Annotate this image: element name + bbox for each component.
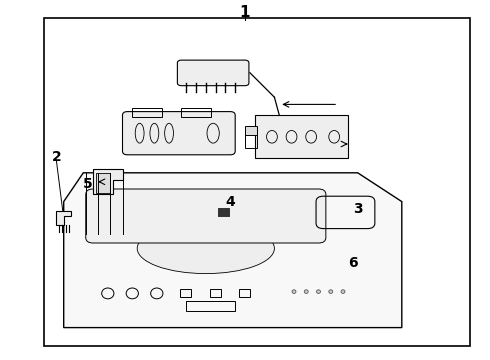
FancyBboxPatch shape — [255, 115, 348, 158]
Ellipse shape — [304, 290, 308, 293]
FancyBboxPatch shape — [122, 112, 235, 155]
Ellipse shape — [341, 290, 345, 293]
Bar — [44, 18, 470, 346]
Text: 3: 3 — [353, 202, 363, 216]
Text: 5: 5 — [83, 177, 93, 190]
Text: 6: 6 — [348, 256, 358, 270]
FancyBboxPatch shape — [177, 60, 249, 86]
Polygon shape — [64, 173, 402, 328]
Ellipse shape — [329, 290, 333, 293]
Text: 1: 1 — [240, 5, 250, 20]
FancyBboxPatch shape — [96, 173, 110, 193]
Ellipse shape — [317, 290, 320, 293]
Text: 2: 2 — [51, 150, 61, 163]
FancyBboxPatch shape — [245, 126, 257, 135]
FancyBboxPatch shape — [86, 189, 326, 243]
Polygon shape — [93, 169, 122, 194]
Polygon shape — [56, 211, 71, 225]
Ellipse shape — [137, 223, 274, 274]
Ellipse shape — [292, 290, 296, 293]
Text: 4: 4 — [225, 195, 235, 208]
FancyBboxPatch shape — [218, 208, 229, 216]
